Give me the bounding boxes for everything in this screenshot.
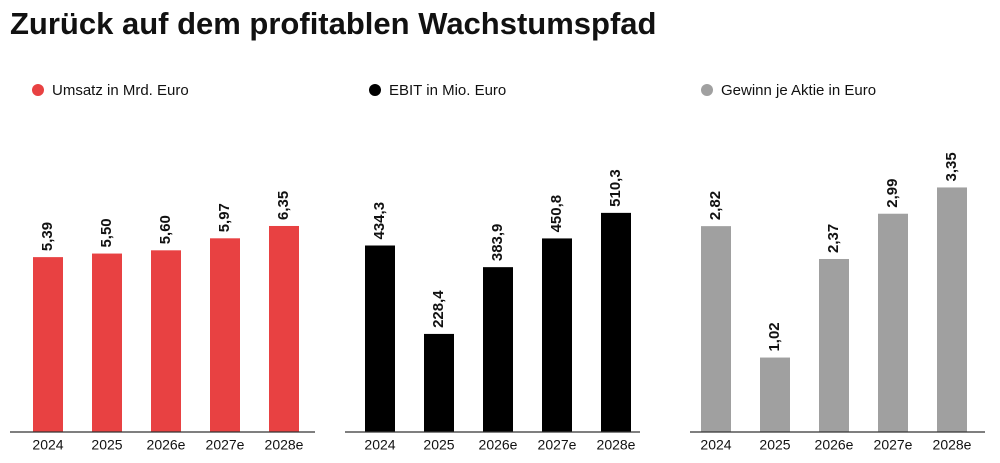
value-label: 1,02 [766, 322, 783, 351]
x-tick-label: 2025 [423, 437, 454, 453]
legend-label: Gewinn je Aktie in Euro [721, 82, 876, 99]
bar [878, 213, 908, 432]
bar [33, 257, 63, 432]
value-label: 450,8 [548, 195, 565, 233]
x-tick-label: 2028e [933, 437, 972, 453]
value-label: 383,9 [489, 224, 506, 262]
legend-label: Umsatz in Mrd. Euro [52, 82, 189, 99]
bar [210, 238, 240, 432]
value-label: 5,39 [39, 222, 56, 251]
value-label: 2,37 [825, 224, 842, 253]
x-tick-label: 2027e [538, 437, 577, 453]
chart-title: Zurück auf dem profitablen Wachstumspfad [10, 6, 656, 41]
bar [151, 250, 181, 432]
value-label: 5,60 [157, 215, 174, 244]
value-label: 2,82 [707, 191, 724, 220]
bar [269, 225, 299, 432]
legend-label: EBIT in Mio. Euro [389, 82, 506, 99]
x-tick-label: 2028e [265, 437, 304, 453]
bar [760, 357, 790, 432]
x-tick-label: 2024 [32, 437, 63, 453]
legend-marker [32, 84, 44, 96]
x-tick-label: 2025 [91, 437, 122, 453]
x-tick-label: 2026e [479, 437, 518, 453]
value-label: 6,35 [275, 191, 292, 220]
value-label: 3,35 [943, 152, 960, 181]
x-tick-label: 2024 [700, 437, 731, 453]
x-tick-label: 2025 [759, 437, 790, 453]
bar [542, 238, 572, 432]
bar [365, 245, 395, 432]
value-label: 510,3 [607, 169, 624, 207]
value-label: 434,3 [371, 202, 388, 240]
x-tick-label: 2028e [597, 437, 636, 453]
value-label: 228,4 [430, 290, 447, 328]
bar [92, 253, 122, 432]
x-tick-label: 2026e [815, 437, 854, 453]
bar [937, 187, 967, 432]
bar [701, 226, 731, 432]
legend-marker [701, 84, 713, 96]
bar [601, 212, 631, 432]
value-label: 2,99 [884, 179, 901, 208]
bar [483, 267, 513, 432]
bar [424, 333, 454, 432]
x-tick-label: 2027e [874, 437, 913, 453]
legend-marker [369, 84, 381, 96]
x-tick-label: 2026e [147, 437, 186, 453]
x-tick-label: 2024 [364, 437, 395, 453]
bar [819, 258, 849, 432]
value-label: 5,50 [98, 218, 115, 247]
value-label: 5,97 [216, 203, 233, 232]
x-tick-label: 2027e [206, 437, 245, 453]
